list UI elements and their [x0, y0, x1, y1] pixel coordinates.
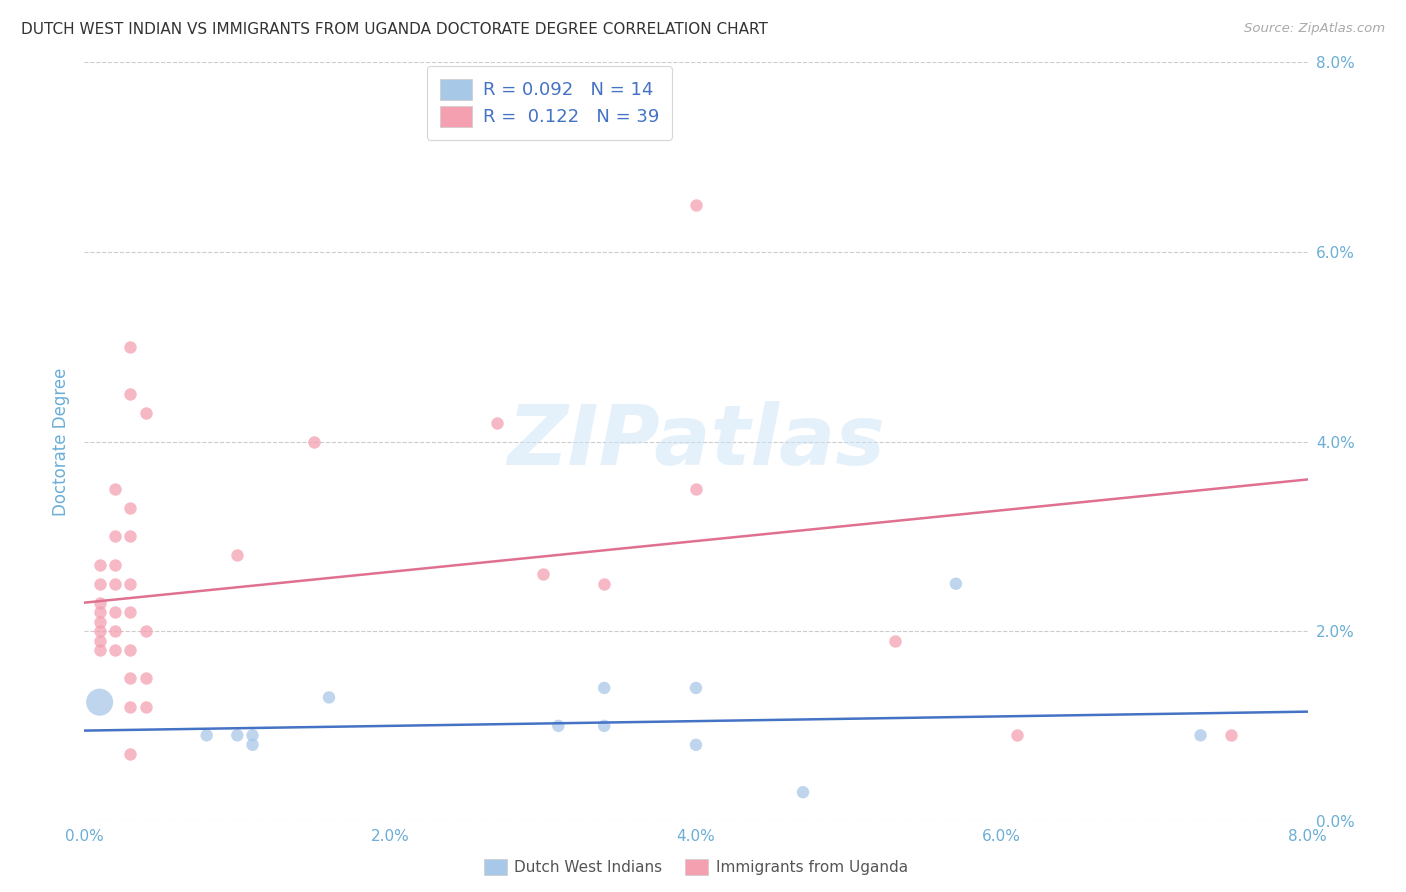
Point — [104, 624, 127, 639]
Point — [792, 785, 814, 799]
Point — [89, 643, 111, 657]
Point — [685, 681, 707, 695]
Point — [89, 605, 111, 619]
Point — [135, 672, 157, 686]
Point — [120, 387, 142, 401]
Point — [104, 529, 127, 543]
Point — [104, 576, 127, 591]
Point — [195, 728, 218, 742]
Y-axis label: Doctorate Degree: Doctorate Degree — [52, 368, 70, 516]
Point — [120, 699, 142, 714]
Point — [104, 605, 127, 619]
Legend: Dutch West Indians, Immigrants from Uganda: Dutch West Indians, Immigrants from Ugan… — [478, 853, 914, 881]
Point — [1220, 728, 1243, 742]
Point — [120, 605, 142, 619]
Point — [120, 643, 142, 657]
Point — [1005, 728, 1028, 742]
Point — [226, 548, 249, 563]
Point — [120, 747, 142, 762]
Point — [120, 576, 142, 591]
Point — [531, 567, 554, 582]
Point — [104, 482, 127, 496]
Point — [120, 529, 142, 543]
Point — [302, 434, 325, 449]
Point — [945, 576, 967, 591]
Point — [226, 728, 249, 742]
Point — [486, 416, 509, 430]
Point — [89, 615, 111, 629]
Point — [242, 728, 264, 742]
Point — [685, 482, 707, 496]
Point — [1189, 728, 1212, 742]
Text: ZIPatlas: ZIPatlas — [508, 401, 884, 482]
Point — [120, 500, 142, 515]
Point — [242, 738, 264, 752]
Point — [120, 672, 142, 686]
Point — [120, 340, 142, 354]
Point — [685, 738, 707, 752]
Point — [89, 596, 111, 610]
Point — [593, 576, 616, 591]
Point — [135, 406, 157, 420]
Point — [89, 695, 111, 709]
Point — [547, 719, 569, 733]
Point — [89, 576, 111, 591]
Point — [104, 643, 127, 657]
Point — [883, 633, 905, 648]
Point — [89, 558, 111, 572]
Point — [104, 558, 127, 572]
Point — [89, 624, 111, 639]
Text: Source: ZipAtlas.com: Source: ZipAtlas.com — [1244, 22, 1385, 36]
Point — [318, 690, 340, 705]
Point — [135, 699, 157, 714]
Text: DUTCH WEST INDIAN VS IMMIGRANTS FROM UGANDA DOCTORATE DEGREE CORRELATION CHART: DUTCH WEST INDIAN VS IMMIGRANTS FROM UGA… — [21, 22, 768, 37]
Point — [685, 197, 707, 211]
Point — [593, 681, 616, 695]
Point — [135, 624, 157, 639]
Point — [89, 633, 111, 648]
Point — [593, 719, 616, 733]
